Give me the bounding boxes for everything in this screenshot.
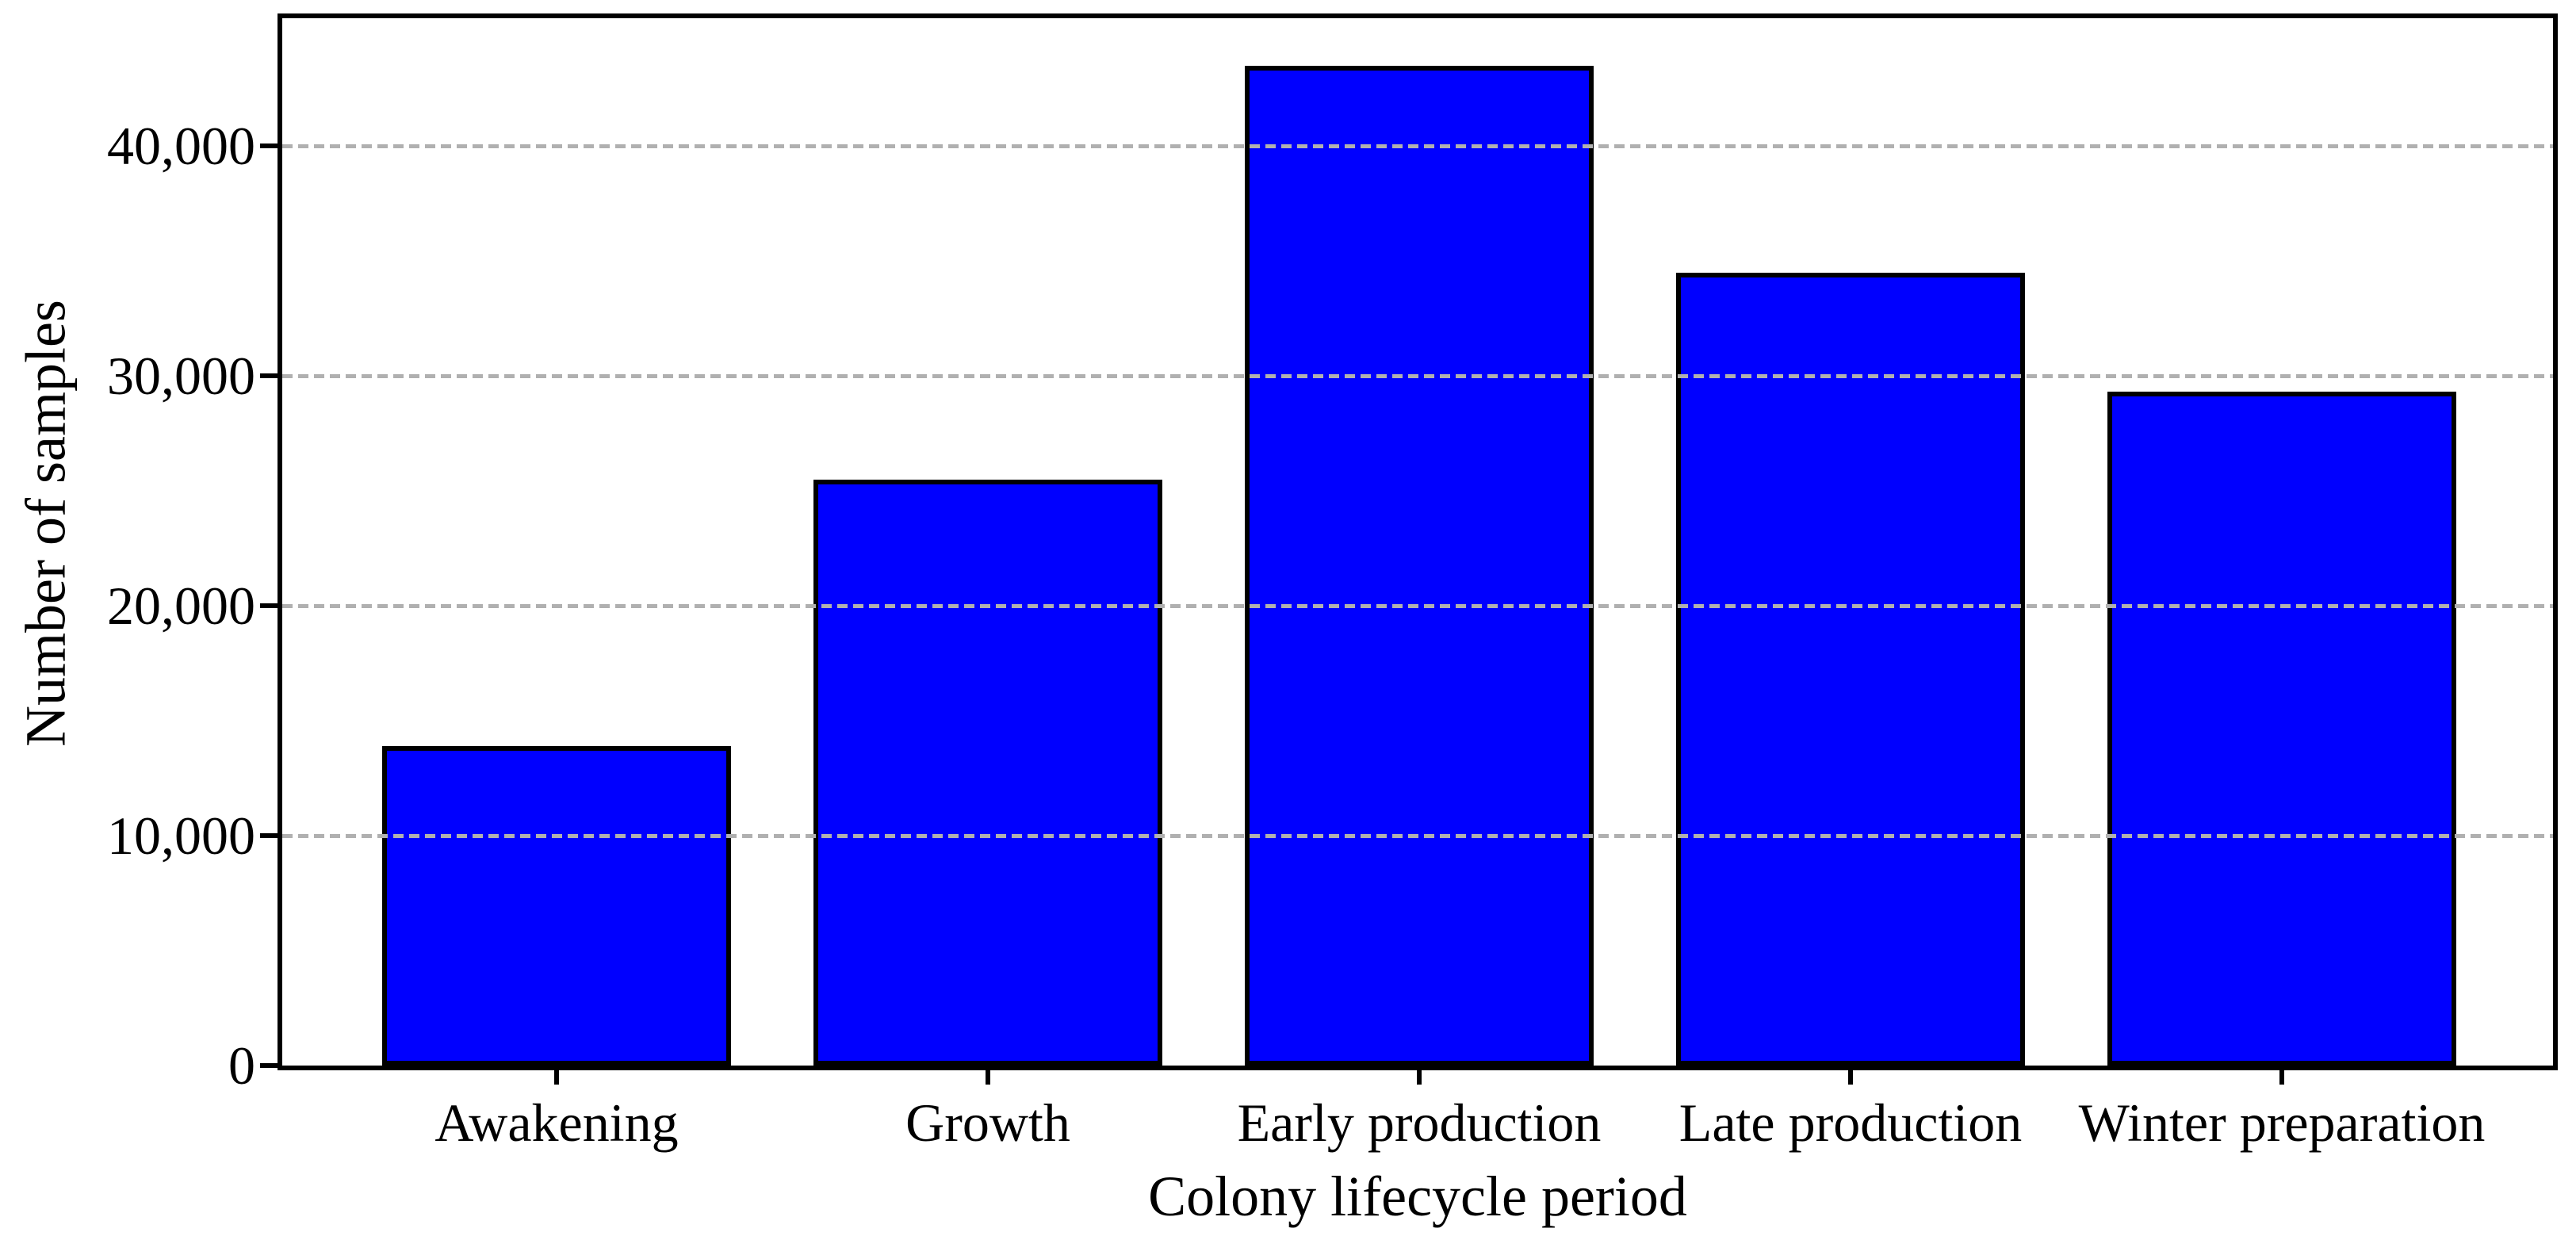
gridline-20000 — [282, 604, 2553, 608]
x-axis-title: Colony lifecycle period — [1148, 1165, 1687, 1228]
bar-awakening — [382, 746, 731, 1066]
x-tick-mark-early-production — [1417, 1069, 1422, 1085]
plot-inner — [282, 18, 2553, 1066]
x-tick-label-growth: Growth — [905, 1093, 1070, 1153]
y-tick-label-40000: 40,000 — [107, 116, 255, 176]
y-tick-label-20000: 20,000 — [107, 576, 255, 636]
y-tick-mark-30000 — [260, 373, 278, 378]
y-tick-mark-40000 — [260, 143, 278, 148]
bar-early-production — [1245, 66, 1594, 1066]
x-tick-mark-awakening — [554, 1069, 559, 1085]
x-tick-label-winter-preparation: Winter preparation — [2078, 1093, 2486, 1153]
x-tick-mark-late-production — [1848, 1069, 1853, 1085]
y-tick-label-30000: 30,000 — [107, 346, 255, 406]
plot-area — [278, 13, 2558, 1070]
y-tick-mark-10000 — [260, 833, 278, 838]
gridline-30000 — [282, 374, 2553, 378]
gridline-40000 — [282, 144, 2553, 148]
y-tick-label-0: 0 — [228, 1035, 255, 1096]
y-tick-mark-20000 — [260, 603, 278, 608]
x-tick-mark-growth — [986, 1069, 990, 1085]
x-tick-label-early-production: Early production — [1237, 1093, 1602, 1153]
bar-winter-preparation — [2107, 392, 2456, 1066]
gridline-10000 — [282, 834, 2553, 838]
bar-late-production — [1676, 273, 2025, 1066]
x-tick-mark-winter-preparation — [2279, 1069, 2284, 1085]
x-tick-label-awakening: Awakening — [434, 1093, 679, 1153]
x-tick-label-late-production: Late production — [1678, 1093, 2023, 1153]
y-tick-mark-0 — [260, 1063, 278, 1068]
bar-growth — [813, 480, 1162, 1066]
y-tick-label-10000: 10,000 — [107, 806, 255, 866]
